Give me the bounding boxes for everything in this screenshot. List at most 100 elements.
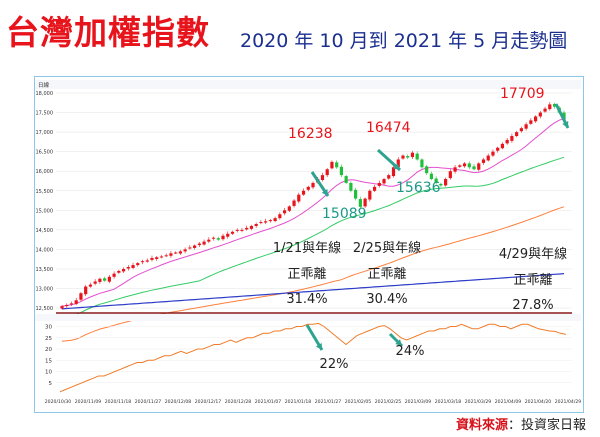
ma-short-line <box>61 118 565 307</box>
candle-body <box>264 221 268 223</box>
candle-body <box>533 116 538 122</box>
candle-body <box>74 300 78 304</box>
y-tick-label: 14,500 <box>36 228 54 234</box>
candle-body <box>420 159 424 168</box>
candle-body <box>221 235 225 240</box>
marker-label: 15089 <box>322 206 367 222</box>
x-tick-label: 2020/12/08 <box>165 399 192 405</box>
candle-body <box>126 267 130 269</box>
x-tick-label: 2021/01/18 <box>285 399 312 405</box>
x-tick-label: 2021/03/09 <box>405 399 432 405</box>
candle-body <box>354 189 358 199</box>
candle-body <box>292 200 296 206</box>
candle-body <box>140 261 145 263</box>
candle-body <box>235 229 239 231</box>
candle-body <box>434 178 438 183</box>
candle-body <box>259 222 263 224</box>
candle-body <box>562 112 566 121</box>
x-tick-label: 2020/10/30 <box>45 399 72 405</box>
candle-body <box>552 103 557 107</box>
candle-body <box>453 167 457 172</box>
candle-body <box>444 179 448 186</box>
annotation-line2: 正乖離 <box>367 267 406 282</box>
candle-body <box>112 273 116 277</box>
candle-body <box>69 303 74 305</box>
candle-body <box>448 171 452 179</box>
page-title: 台灣加權指數 <box>6 13 210 52</box>
bias-drop-label: 24% <box>396 344 425 359</box>
candle-body <box>330 161 334 169</box>
bias-line <box>59 322 567 393</box>
candle-body <box>368 190 372 200</box>
candle-body <box>335 162 339 168</box>
y-tick-label: 13,500 <box>36 267 54 273</box>
x-tick-label: 2020/11/09 <box>75 399 102 405</box>
candle-body <box>301 190 306 195</box>
y-tick-label: 17,000 <box>36 130 54 136</box>
candle-body <box>155 257 159 259</box>
bias-tick-label: 20 <box>45 347 52 353</box>
y-tick-label: 14,000 <box>36 247 54 253</box>
bias-header-strip <box>35 314 581 321</box>
annotation-line1: 2/25與年線 <box>353 240 421 256</box>
x-tick-label: 2021/02/25 <box>375 399 402 405</box>
y-tick-label: 18,000 <box>36 91 54 97</box>
candle-body <box>93 281 97 284</box>
candle-body <box>505 139 509 144</box>
y-tick-label: 15,500 <box>36 189 54 195</box>
candle-body <box>249 225 254 229</box>
bias-arrow-2-head <box>395 339 402 346</box>
candle-body <box>79 293 83 300</box>
candle-body <box>65 304 69 307</box>
candle-body <box>472 166 476 170</box>
candle-body <box>230 231 235 234</box>
candle-body <box>164 255 168 257</box>
candle-body <box>401 155 405 159</box>
candle-body <box>548 104 552 110</box>
annotation-line1: 1/21與年線 <box>273 240 341 256</box>
candle-body <box>477 163 481 170</box>
drop-arrow-3-head <box>562 121 569 128</box>
candle-body <box>136 263 140 266</box>
candle-body <box>363 198 367 207</box>
annotation-line3: 31.4% <box>286 292 327 307</box>
candle-body <box>429 173 433 180</box>
source-name: ：投資家日報 <box>507 418 586 433</box>
candle-body <box>273 218 277 222</box>
candle-body <box>159 256 164 258</box>
candle-body <box>117 270 121 273</box>
candle-body <box>467 163 471 168</box>
candle-body <box>349 182 353 191</box>
x-tick-label: 2020/12/28 <box>225 399 252 405</box>
candle-body <box>131 265 135 268</box>
candle-body <box>207 239 211 242</box>
bias-tick-label: 10 <box>45 370 52 376</box>
candle-body <box>406 156 410 158</box>
candle-body <box>538 112 542 117</box>
x-tick-label: 2021/01/07 <box>255 399 282 405</box>
candle-body <box>425 166 429 174</box>
candle-body <box>439 183 443 186</box>
candle-body <box>282 210 287 214</box>
candle-body <box>169 253 173 256</box>
candle-body <box>515 132 519 137</box>
annotation-line1: 4/29與年線 <box>499 246 567 262</box>
candle-body <box>391 167 396 177</box>
candle-body <box>344 176 348 183</box>
candle-body <box>377 182 381 186</box>
x-tick-label: 2020/11/18 <box>105 399 132 405</box>
candle-body <box>211 237 216 239</box>
ma-mid-line <box>61 156 565 318</box>
candle-body <box>197 243 201 246</box>
candle-body <box>306 186 310 190</box>
y-tick-label: 15,000 <box>36 208 54 214</box>
bias-tick-label: 15 <box>45 358 52 364</box>
bias-arrow-1-head <box>315 343 322 350</box>
candle-body <box>226 233 230 237</box>
candle-body <box>524 124 528 129</box>
header-info: 日線 <box>38 81 50 89</box>
x-tick-label: 2021/02/05 <box>345 399 372 405</box>
candle-body <box>245 227 249 230</box>
annotation-line3: 30.4% <box>366 292 407 307</box>
candle-body <box>178 251 182 254</box>
